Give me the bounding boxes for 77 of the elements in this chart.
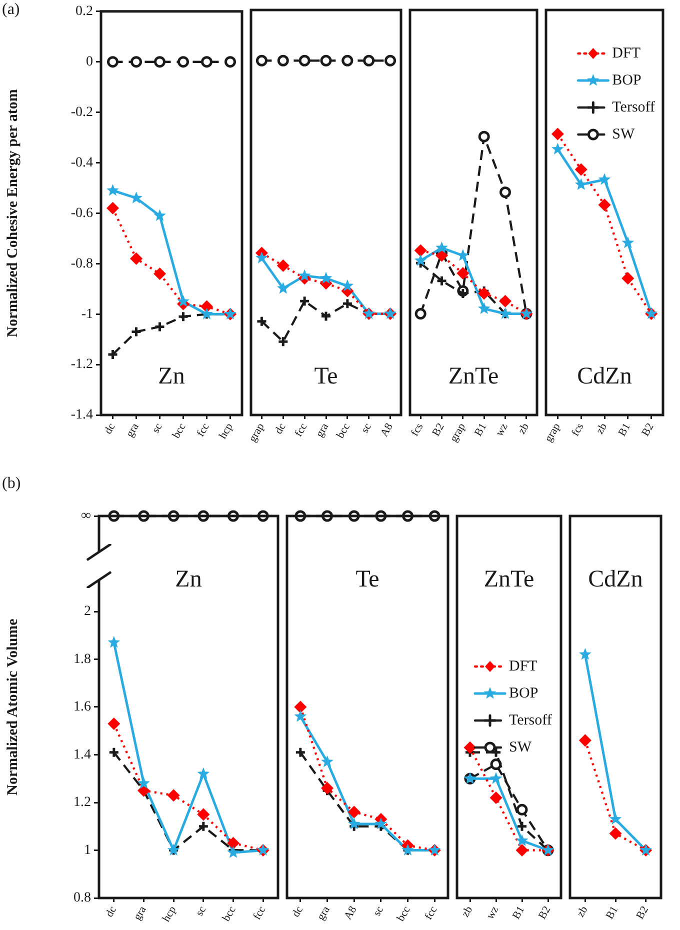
y-tick-label: 2 — [84, 604, 91, 620]
y-tick-label: 1.2 — [74, 795, 91, 810]
legend-label: DFT — [612, 45, 641, 62]
text: CdZn — [588, 566, 643, 592]
x-tick-label: zb — [594, 420, 610, 436]
legend-label: DFT — [509, 658, 538, 674]
y-tick-label: -0.2 — [70, 104, 93, 120]
x-tick-label: gra — [314, 421, 332, 440]
y-tick-label: 1.4 — [74, 747, 91, 762]
x-tick-label: bcc — [334, 421, 353, 440]
text: Zn — [175, 566, 202, 592]
y-tick-label: -0.4 — [70, 155, 93, 170]
x-tick-label: zb — [516, 420, 532, 436]
x-tick-label: wz — [484, 904, 502, 922]
legend-label: Tersoff — [509, 712, 552, 728]
x-tick-label: B1 — [604, 904, 621, 922]
y-tick-label: 0 — [86, 54, 93, 70]
x-tick-label: sc — [150, 421, 165, 436]
text: ZnTe — [484, 566, 534, 592]
x-tick-label: B2 — [634, 904, 651, 922]
x-tick-label: B1 — [510, 904, 528, 922]
x-tick-label: dc — [290, 904, 306, 920]
x-tick-label: wz — [494, 421, 510, 438]
x-tick-label: sc — [194, 904, 209, 918]
legend-label: SW — [509, 739, 532, 756]
y-tick-label: 1.6 — [74, 700, 91, 715]
x-tick-label: gra — [131, 904, 149, 922]
x-tick-label: fcc — [251, 904, 268, 922]
x-tick-label: dc — [102, 421, 118, 436]
x-tick-label: gra — [314, 904, 332, 922]
text: ZnTe — [448, 363, 499, 390]
legend-label: BOP — [509, 685, 538, 702]
x-tick-label: dc — [272, 421, 288, 436]
text: Te — [356, 566, 380, 592]
x-tick-label: fcs — [569, 421, 586, 438]
x-tick-label: B2 — [536, 904, 554, 922]
y-tick-label: 0.8 — [74, 890, 91, 906]
x-tick-label: bcc — [220, 904, 238, 924]
x-tick-label: fcc — [292, 421, 310, 439]
legend-label: Tersoff — [612, 99, 656, 116]
x-tick-label: hcp — [217, 420, 236, 442]
x-tick-label: bcc — [394, 904, 413, 924]
x-tick-label: zb — [574, 904, 591, 920]
text: CdZn — [577, 363, 632, 390]
y-tick-label: -1.2 — [70, 357, 93, 372]
text: Zn — [158, 363, 185, 390]
x-tick-label: bcc — [170, 421, 188, 440]
text: (a) — [2, 1, 20, 18]
x-tick-label: zb — [460, 904, 476, 920]
x-tick-label: hcp — [160, 904, 179, 924]
y-tick-label: 1.8 — [74, 652, 91, 667]
x-tick-label: dc — [103, 904, 120, 920]
y-tick-label: ∞ — [81, 508, 92, 524]
x-tick-label: sc — [371, 904, 386, 918]
y-tick-label: 1 — [84, 842, 91, 858]
x-tick-label: B2 — [640, 421, 656, 438]
x-tick-label: B2 — [430, 421, 447, 438]
x-tick-label: B1 — [472, 421, 490, 438]
y-tick-label: 0.2 — [76, 4, 93, 20]
y-tick-label: -1.4 — [70, 408, 93, 423]
x-tick-label: fcc — [194, 421, 212, 439]
y-axis-title: Normalized Cohesive Energy per atom — [4, 88, 21, 338]
x-tick-label: A8 — [342, 904, 360, 922]
y-tick-label: -1 — [81, 306, 93, 322]
x-tick-label: fcs — [408, 421, 426, 438]
legend-label: BOP — [612, 72, 642, 88]
text: Te — [314, 363, 338, 390]
text: (b) — [2, 475, 21, 492]
y-tick-label: -0.8 — [70, 256, 93, 272]
x-tick-label: fcc — [422, 904, 440, 922]
y-tick-label: -0.6 — [70, 206, 93, 221]
x-tick-label: B1 — [616, 421, 633, 438]
x-tick-label: sc — [358, 421, 374, 436]
y-axis-title: Normalized Atomic Volume — [4, 618, 21, 796]
x-tick-label: A8 — [378, 420, 396, 439]
legend-label: SW — [612, 126, 636, 142]
x-tick-label: gra — [124, 421, 142, 440]
